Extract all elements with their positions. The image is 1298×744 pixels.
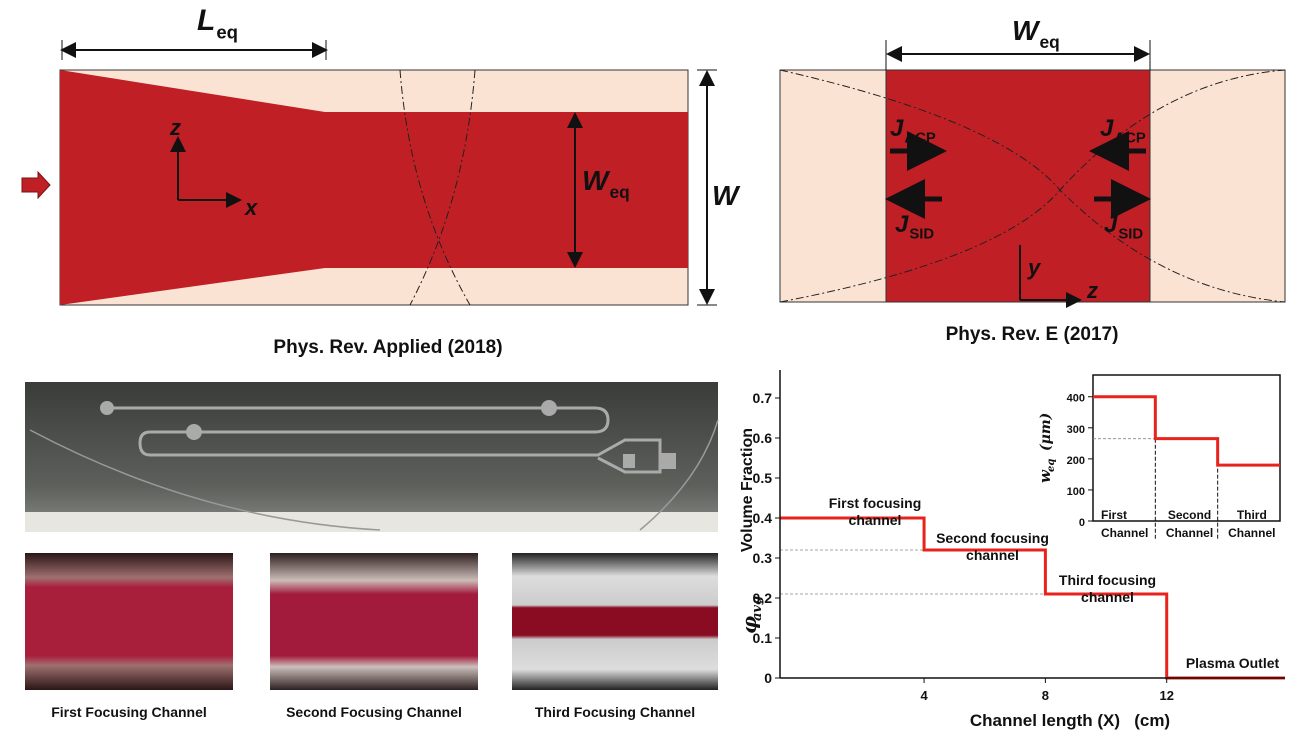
x-tick-label: 12 [1159, 688, 1173, 703]
label: W [712, 180, 741, 211]
inlet-arrow [21, 170, 51, 200]
y-tick-label: 300 [1067, 424, 1085, 436]
x-tick-label: 8 [1042, 688, 1049, 703]
label: z [169, 115, 181, 140]
y-tick-label: 0 [1079, 517, 1085, 529]
port [186, 424, 202, 440]
boundary-curve [399, 69, 476, 306]
diagram-left [21, 40, 717, 306]
step-line [1093, 395, 1280, 467]
flux-label-sub: ACP [1114, 131, 1145, 147]
chip-edge [25, 512, 718, 532]
caption: First Focusing Channel [51, 704, 207, 720]
step-line [780, 516, 1285, 680]
caption: Third Focusing Channel [535, 704, 695, 720]
category-label: Third Channel [1228, 508, 1276, 540]
width-label: W [582, 165, 611, 196]
y-axis-label: weq (μm) [1036, 413, 1057, 483]
y-tick-label: 0.6 [753, 430, 773, 446]
annotation: Second focusing channel [936, 530, 1049, 563]
glass-edge [29, 419, 719, 531]
width-label: W [1012, 15, 1041, 46]
flux-label: J [890, 115, 904, 142]
y-tick-label: 0.5 [753, 470, 773, 486]
annotation: Third focusing channel [1058, 572, 1157, 605]
y-tick-label: 0.3 [753, 550, 773, 566]
width-label-sub: eq [609, 182, 629, 202]
label: z [1086, 278, 1098, 303]
y-axis-label: Volume Fraction [739, 428, 756, 552]
channel-photo [25, 553, 233, 690]
y-tick-label: 0.7 [753, 390, 773, 406]
flux-label: J [895, 211, 909, 238]
width-label-sub: eq [1039, 32, 1059, 52]
y-tick-label: 0.1 [753, 630, 773, 646]
y-tick-label: 100 [1067, 486, 1085, 498]
label: x [244, 195, 258, 220]
flux-label: J [1104, 211, 1118, 238]
outlet [660, 453, 676, 469]
microchannel [107, 406, 662, 474]
stream [60, 70, 688, 305]
label: w [1036, 469, 1054, 483]
boundary-curve [779, 69, 1286, 303]
flux-label-sub: ACP [904, 131, 935, 147]
label: y [1027, 255, 1042, 280]
label: avg [750, 596, 765, 621]
chip-photo [25, 382, 718, 532]
channel-photo [512, 553, 718, 690]
annotation: Plasma Outlet [1185, 655, 1280, 671]
flux-label-sub: SID [1118, 227, 1143, 243]
citation: Phys. Rev. Applied (2018) [273, 337, 502, 358]
y-tick-label: 400 [1067, 393, 1085, 405]
category-label: Second Channel [1165, 508, 1214, 540]
channel-photo [270, 553, 478, 690]
flux-label-sub: SID [909, 227, 934, 243]
x-axis-label: Channel length (X) (cm) [970, 711, 1170, 730]
category-label: First Channel [1101, 508, 1149, 540]
label: φ [737, 616, 761, 634]
stream [885, 69, 1151, 303]
length-label: L [197, 4, 215, 37]
label: (μm) [1038, 413, 1054, 451]
inset-frame [1092, 374, 1281, 522]
length-label-sub: eq [216, 21, 238, 42]
annotation: First focusing channel [828, 495, 922, 528]
y-tick-label: 0 [764, 670, 772, 686]
caption: Second Focusing Channel [286, 704, 462, 720]
port [100, 401, 114, 415]
outlet [623, 454, 635, 468]
diagram-right [779, 40, 1286, 308]
label: eq [1046, 459, 1057, 472]
port [541, 400, 557, 416]
x-tick-label: 4 [920, 688, 928, 703]
y-tick-label: 200 [1067, 455, 1085, 467]
y-tick-label: 0.2 [753, 590, 773, 606]
y-tick-label: 0.4 [753, 510, 773, 526]
photos [25, 382, 719, 690]
citation: Phys. Rev. E (2017) [946, 324, 1119, 345]
flux-label: J [1100, 115, 1114, 142]
